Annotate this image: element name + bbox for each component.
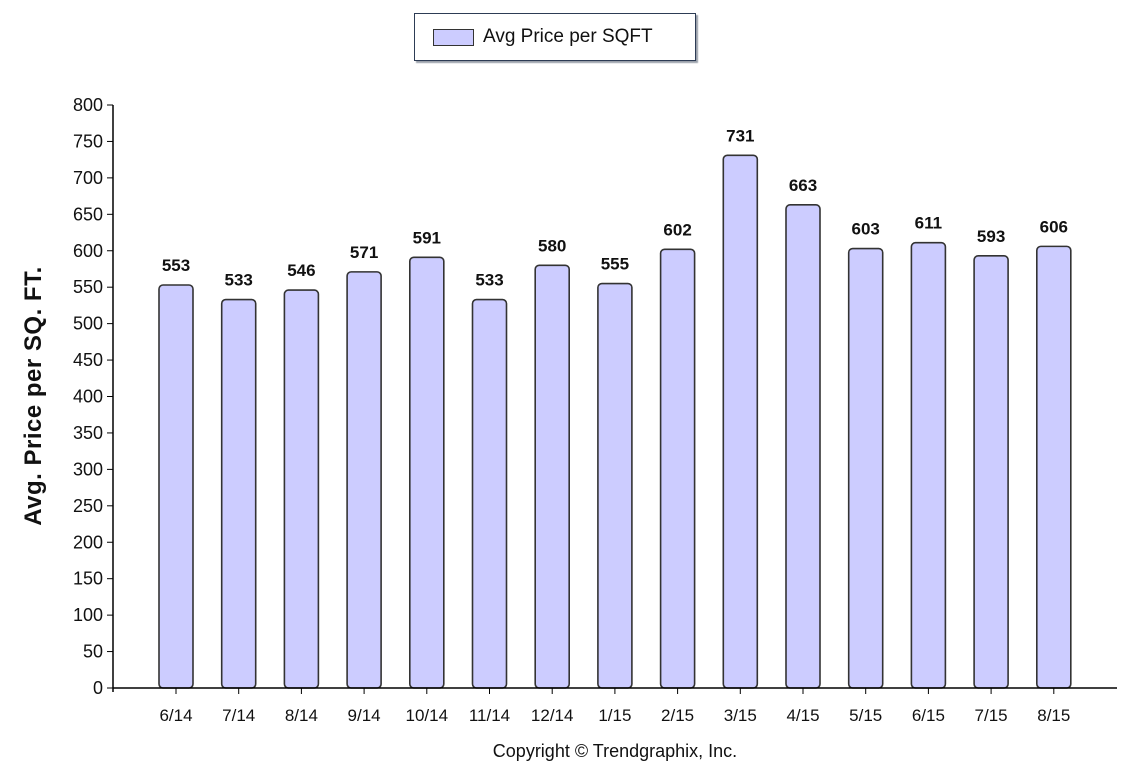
data-label: 591 — [413, 228, 441, 247]
axes-group — [107, 104, 1117, 694]
x-tick-label: 9/14 — [348, 706, 381, 725]
bar — [471, 298, 508, 689]
y-tick-label: 650 — [73, 204, 103, 224]
x-tick-label: 2/15 — [661, 706, 694, 725]
bar — [910, 241, 947, 689]
y-tick-label: 350 — [73, 423, 103, 443]
x-tick-label: 8/14 — [285, 706, 318, 725]
x-tick-label: 7/15 — [975, 706, 1008, 725]
data-label: 731 — [726, 126, 754, 145]
y-tick-label: 100 — [73, 605, 103, 625]
bar — [1036, 245, 1072, 689]
bar — [973, 255, 1009, 689]
bar — [534, 264, 571, 689]
y-tick-label: 450 — [73, 350, 103, 370]
bars-group — [158, 154, 1072, 689]
y-tick-label: 150 — [73, 569, 103, 589]
x-tick-label: 5/15 — [849, 706, 882, 725]
data-label: 593 — [977, 227, 1005, 246]
data-label: 533 — [225, 271, 253, 290]
x-tick-label: 4/15 — [786, 706, 819, 725]
y-tick-label: 300 — [73, 459, 103, 479]
data-label: 663 — [789, 176, 817, 195]
bar — [659, 248, 696, 689]
x-tick-label: 6/15 — [912, 706, 945, 725]
y-tick-label: 250 — [73, 496, 103, 516]
bar — [785, 204, 821, 689]
data-label: 571 — [350, 243, 378, 262]
bar — [847, 247, 884, 689]
bar — [283, 289, 320, 689]
data-label: 606 — [1040, 217, 1068, 236]
y-tick-label: 400 — [73, 387, 103, 407]
data-label: 602 — [663, 220, 691, 239]
bar — [158, 284, 194, 689]
x-tick-label: 8/15 — [1037, 706, 1070, 725]
data-label: 533 — [475, 271, 503, 290]
legend: Avg Price per SQFT — [414, 13, 696, 61]
y-tick-label: 750 — [73, 131, 103, 151]
y-axis-title: Avg. Price per SQ. FT. — [20, 266, 47, 526]
data-label: 546 — [287, 261, 315, 280]
x-tick-label: 11/14 — [469, 706, 510, 725]
bar — [220, 298, 257, 689]
data-label: 603 — [852, 220, 880, 239]
legend-label: Avg Price per SQFT — [483, 26, 653, 47]
labels-group: 553 6/14 533 7/14 546 8/14 571 9/14 591 10/14 533 1… — [73, 95, 1070, 725]
bar — [722, 154, 759, 689]
y-tick-label: 0 — [93, 678, 103, 698]
y-tick-label: 550 — [73, 277, 103, 297]
x-tick-label: 3/15 — [724, 706, 757, 725]
bar — [597, 282, 633, 689]
y-tick-label: 700 — [73, 168, 103, 188]
y-tick-label: 800 — [73, 95, 103, 115]
data-label: 553 — [162, 256, 190, 275]
x-tick-label: 6/14 — [159, 706, 192, 725]
y-tick-label: 200 — [73, 532, 103, 552]
x-tick-label: 10/14 — [406, 706, 449, 725]
bar — [408, 256, 445, 689]
x-tick-label: 1/15 — [598, 706, 631, 725]
legend-swatch — [433, 29, 474, 46]
y-tick-label: 50 — [83, 642, 103, 662]
data-label: 555 — [601, 255, 629, 274]
data-label: 611 — [915, 214, 942, 233]
x-tick-label: 7/14 — [222, 706, 255, 725]
y-tick-label: 500 — [73, 314, 103, 334]
data-label: 580 — [538, 236, 566, 255]
copyright-footer: Copyright © Trendgraphix, Inc. — [492, 741, 738, 761]
y-tick-label: 600 — [73, 241, 103, 261]
bar — [346, 271, 382, 689]
x-tick-label: 12/14 — [531, 706, 574, 725]
